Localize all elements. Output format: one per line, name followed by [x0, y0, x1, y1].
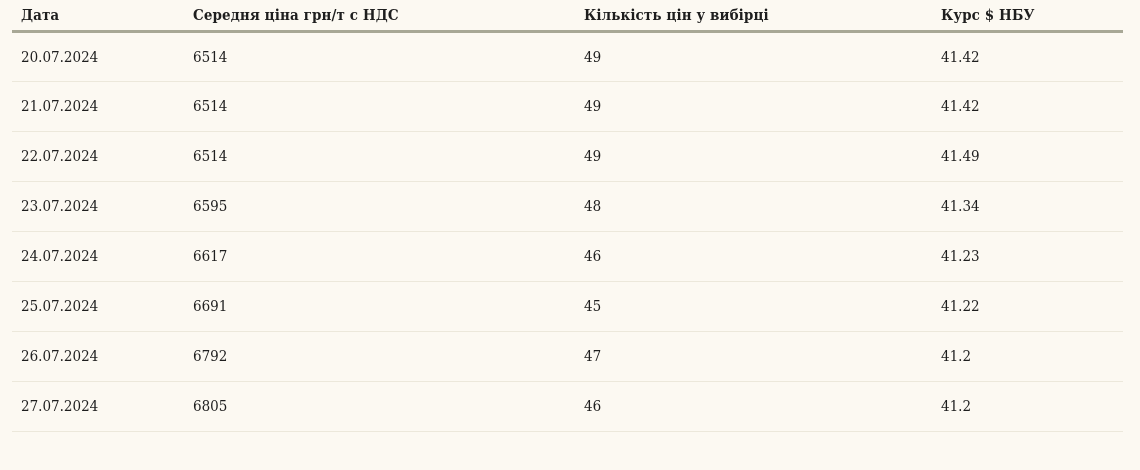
cell-avg-price: 6617: [193, 231, 584, 282]
table-row: 22.07.2024 6514 49 41.49: [12, 131, 1123, 182]
table-row: 21.07.2024 6514 49 41.42: [12, 81, 1123, 132]
cell-date: 27.07.2024: [12, 381, 193, 432]
column-header-avg-price: Середня ціна грн/т с НДС: [193, 0, 584, 33]
cell-date: 21.07.2024: [12, 81, 193, 132]
cell-sample-count: 45: [584, 281, 941, 332]
cell-date: 22.07.2024: [12, 131, 193, 182]
cell-sample-count: 48: [584, 181, 941, 232]
column-header-usd-rate: Курс $ НБУ: [941, 0, 1123, 33]
cell-date: 24.07.2024: [12, 231, 193, 282]
cell-date: 23.07.2024: [12, 181, 193, 232]
table-row: 23.07.2024 6595 48 41.34: [12, 181, 1123, 232]
cell-usd-rate: 41.2: [941, 331, 1123, 382]
cell-sample-count: 49: [584, 31, 941, 82]
cell-avg-price: 6514: [193, 131, 584, 182]
cell-usd-rate: 41.42: [941, 81, 1123, 132]
cell-avg-price: 6514: [193, 81, 584, 132]
cell-sample-count: 46: [584, 231, 941, 282]
cell-sample-count: 46: [584, 381, 941, 432]
cell-usd-rate: 41.42: [941, 31, 1123, 82]
cell-date: 25.07.2024: [12, 281, 193, 332]
table-row: 26.07.2024 6792 47 41.2: [12, 331, 1123, 382]
column-header-date: Дата: [12, 0, 193, 33]
cell-avg-price: 6792: [193, 331, 584, 382]
table-row: 20.07.2024 6514 49 41.42: [12, 31, 1123, 82]
table-row: 27.07.2024 6805 46 41.2: [12, 381, 1123, 432]
header-row: Дата Середня ціна грн/т с НДС Кількість …: [12, 0, 1123, 33]
cell-sample-count: 49: [584, 81, 941, 132]
column-header-sample-count: Кількість цін у вибірці: [584, 0, 941, 33]
cell-avg-price: 6514: [193, 31, 584, 82]
cell-sample-count: 47: [584, 331, 941, 382]
cell-usd-rate: 41.23: [941, 231, 1123, 282]
table-row: 24.07.2024 6617 46 41.23: [12, 231, 1123, 282]
cell-avg-price: 6691: [193, 281, 584, 332]
price-table: Дата Середня ціна грн/т с НДС Кількість …: [12, 0, 1123, 432]
cell-sample-count: 49: [584, 131, 941, 182]
cell-date: 26.07.2024: [12, 331, 193, 382]
cell-date: 20.07.2024: [12, 31, 193, 82]
cell-avg-price: 6595: [193, 181, 584, 232]
cell-usd-rate: 41.2: [941, 381, 1123, 432]
cell-usd-rate: 41.49: [941, 131, 1123, 182]
table-row: 25.07.2024 6691 45 41.22: [12, 281, 1123, 332]
cell-usd-rate: 41.34: [941, 181, 1123, 232]
cell-usd-rate: 41.22: [941, 281, 1123, 332]
cell-avg-price: 6805: [193, 381, 584, 432]
